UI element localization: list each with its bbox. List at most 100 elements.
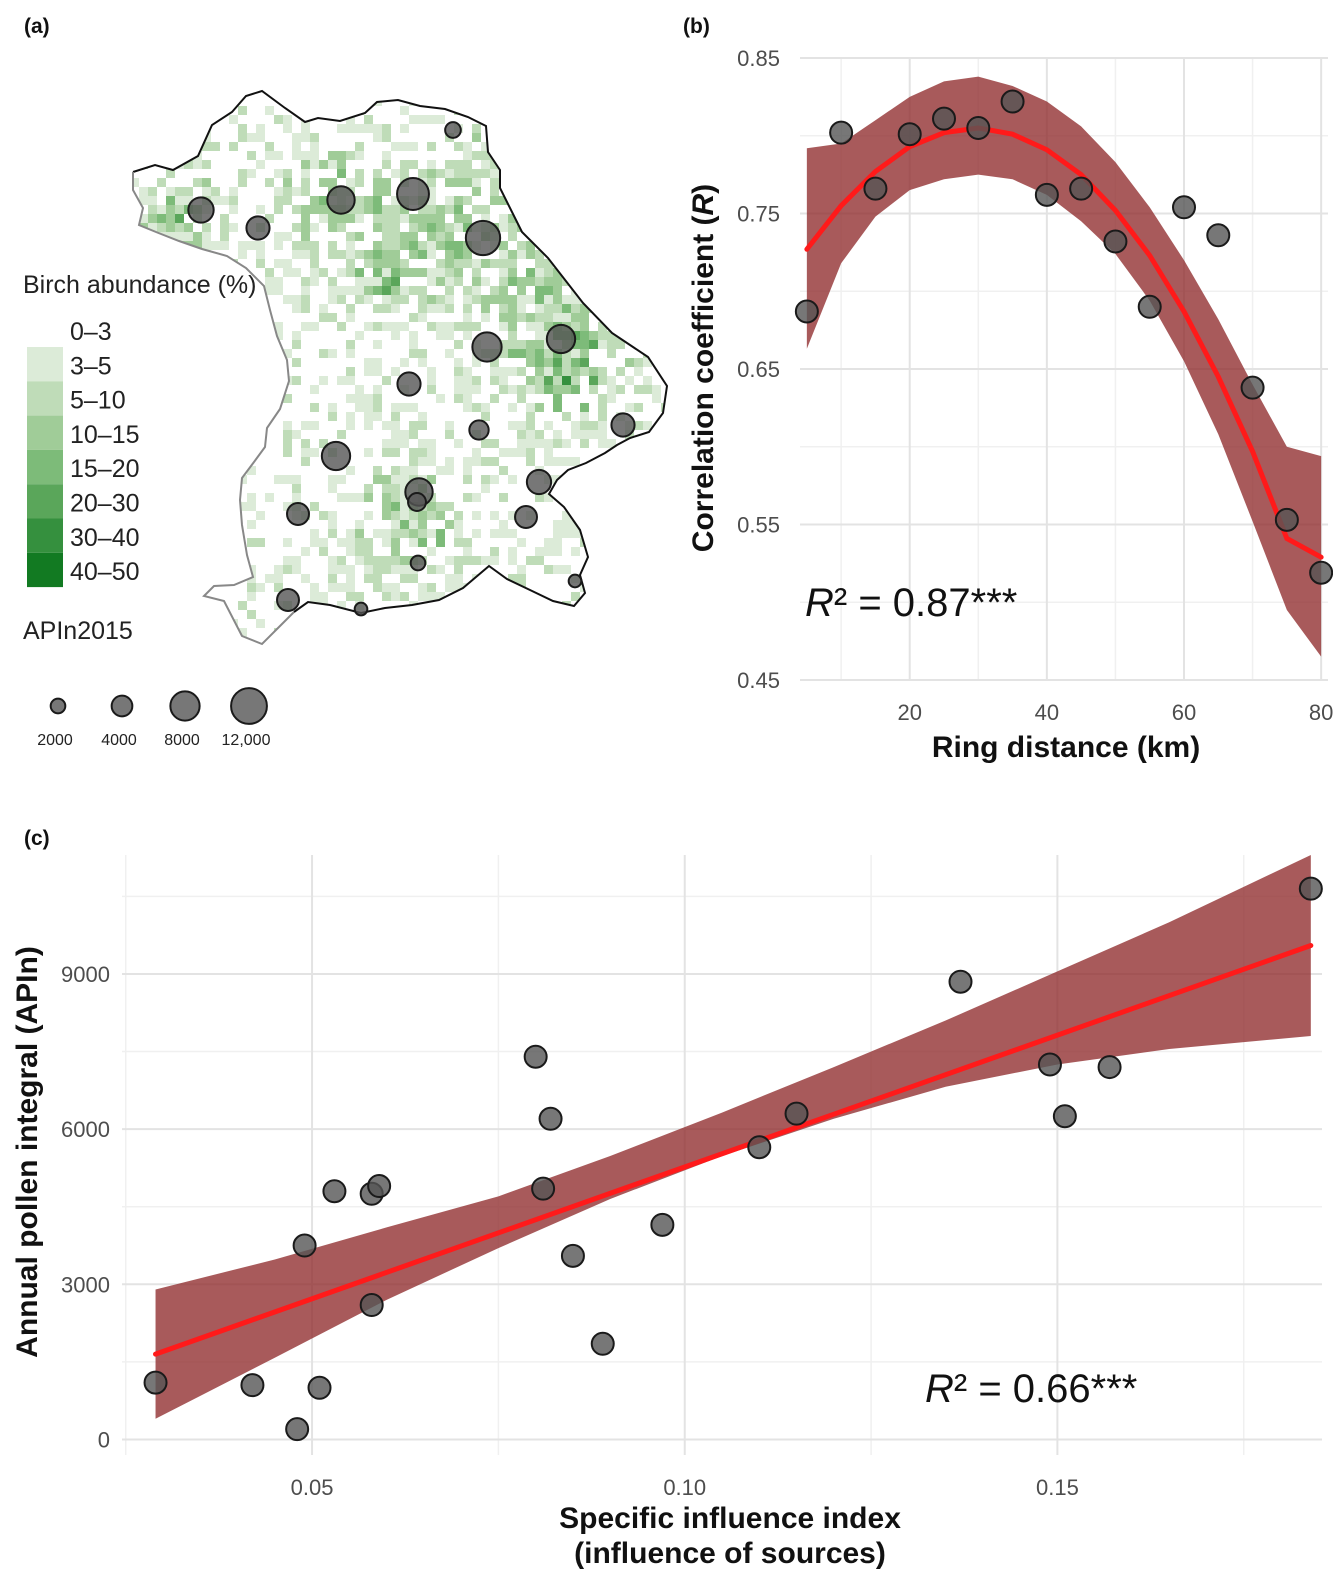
raster-cell bbox=[508, 511, 517, 520]
raster-cell bbox=[454, 268, 463, 277]
raster-cell bbox=[634, 304, 643, 313]
raster-cell bbox=[292, 475, 301, 484]
raster-cell bbox=[589, 286, 598, 295]
raster-cell bbox=[292, 223, 301, 232]
raster-cell bbox=[193, 376, 202, 385]
raster-cell bbox=[445, 628, 454, 637]
raster-cell bbox=[184, 430, 193, 439]
raster-cell bbox=[427, 502, 436, 511]
raster-cell bbox=[472, 91, 481, 97]
raster-cell bbox=[157, 205, 166, 214]
raster-cell bbox=[193, 556, 202, 565]
raster-cell bbox=[607, 91, 616, 97]
raster-cell bbox=[364, 448, 373, 457]
raster-cell bbox=[427, 457, 436, 466]
raster-cell bbox=[319, 538, 328, 547]
raster-cell bbox=[490, 556, 499, 565]
panel-c-ylabel: Annual pollen integral (APIn) bbox=[11, 946, 44, 1358]
raster-cell bbox=[616, 91, 625, 97]
raster-cell bbox=[148, 115, 157, 124]
raster-cell bbox=[283, 439, 292, 448]
raster-cell bbox=[553, 232, 562, 241]
raster-cell bbox=[184, 196, 193, 205]
raster-cell bbox=[625, 403, 634, 412]
raster-cell bbox=[580, 91, 589, 97]
raster-cell bbox=[490, 547, 499, 556]
raster-cell bbox=[166, 214, 175, 223]
raster-cell bbox=[148, 520, 157, 529]
raster-cell bbox=[319, 178, 328, 187]
raster-cell bbox=[148, 376, 157, 385]
raster-cell bbox=[499, 106, 508, 115]
raster-cell bbox=[139, 187, 148, 196]
legend-swatch bbox=[27, 415, 63, 450]
raster-cell bbox=[202, 115, 211, 124]
raster-cell bbox=[535, 646, 544, 655]
x-tick-label: 80 bbox=[1309, 700, 1333, 725]
raster-cell bbox=[544, 178, 553, 187]
raster-cell bbox=[553, 241, 562, 250]
raster-cell bbox=[391, 241, 400, 250]
fit-line bbox=[153, 943, 1314, 1357]
raster-cell bbox=[472, 493, 481, 502]
raster-cell bbox=[454, 394, 463, 403]
raster-cell bbox=[391, 547, 400, 556]
raster-cell bbox=[544, 385, 553, 394]
raster-cell bbox=[454, 529, 463, 538]
raster-cell bbox=[292, 430, 301, 439]
size-legend-label: 2000 bbox=[37, 732, 73, 749]
raster-cell bbox=[634, 322, 643, 331]
raster-cell bbox=[409, 349, 418, 358]
raster-cell bbox=[301, 421, 310, 430]
raster-cell bbox=[634, 529, 643, 538]
raster-cell bbox=[535, 331, 544, 340]
raster-cell bbox=[184, 322, 193, 331]
raster-cell bbox=[319, 349, 328, 358]
raster-cell bbox=[355, 214, 364, 223]
raster-cell bbox=[319, 214, 328, 223]
raster-cell bbox=[607, 556, 616, 565]
raster-cell bbox=[445, 196, 454, 205]
raster-cell bbox=[661, 637, 667, 644]
raster-cell bbox=[229, 115, 238, 124]
raster-cell bbox=[427, 196, 436, 205]
raster-cell bbox=[562, 349, 571, 358]
raster-cell bbox=[247, 169, 256, 178]
raster-cell bbox=[400, 520, 409, 529]
raster-cell bbox=[598, 340, 607, 349]
raster-cell bbox=[373, 340, 382, 349]
raster-cell bbox=[202, 502, 211, 511]
raster-cell bbox=[133, 358, 139, 367]
data-point bbox=[1274, 507, 1299, 532]
raster-cell bbox=[490, 106, 499, 115]
raster-cell bbox=[184, 250, 193, 259]
raster-cell bbox=[544, 241, 553, 250]
raster-cell bbox=[589, 583, 598, 592]
raster-cell bbox=[436, 628, 445, 637]
raster-cell bbox=[616, 367, 625, 376]
raster-cell bbox=[535, 259, 544, 268]
raster-cell bbox=[526, 223, 535, 232]
raster-cell bbox=[373, 466, 382, 475]
raster-cell bbox=[229, 340, 238, 349]
raster-cell bbox=[400, 511, 409, 520]
raster-cell bbox=[373, 259, 382, 268]
raster-cell bbox=[616, 259, 625, 268]
raster-cell bbox=[427, 565, 436, 574]
raster-cell bbox=[364, 511, 373, 520]
raster-cell bbox=[283, 565, 292, 574]
raster-cell bbox=[643, 502, 652, 511]
raster-cell bbox=[589, 592, 598, 601]
raster-cell bbox=[193, 601, 202, 610]
raster-cell bbox=[652, 394, 661, 403]
raster-cell bbox=[220, 394, 229, 403]
raster-cell bbox=[463, 178, 472, 187]
raster-cell bbox=[148, 97, 157, 106]
raster-cell bbox=[490, 529, 499, 538]
raster-cell bbox=[427, 250, 436, 259]
raster-cell bbox=[211, 106, 220, 115]
raster-cell bbox=[337, 619, 346, 628]
raster-cell bbox=[490, 187, 499, 196]
raster-cell bbox=[589, 295, 598, 304]
raster-cell bbox=[409, 466, 418, 475]
